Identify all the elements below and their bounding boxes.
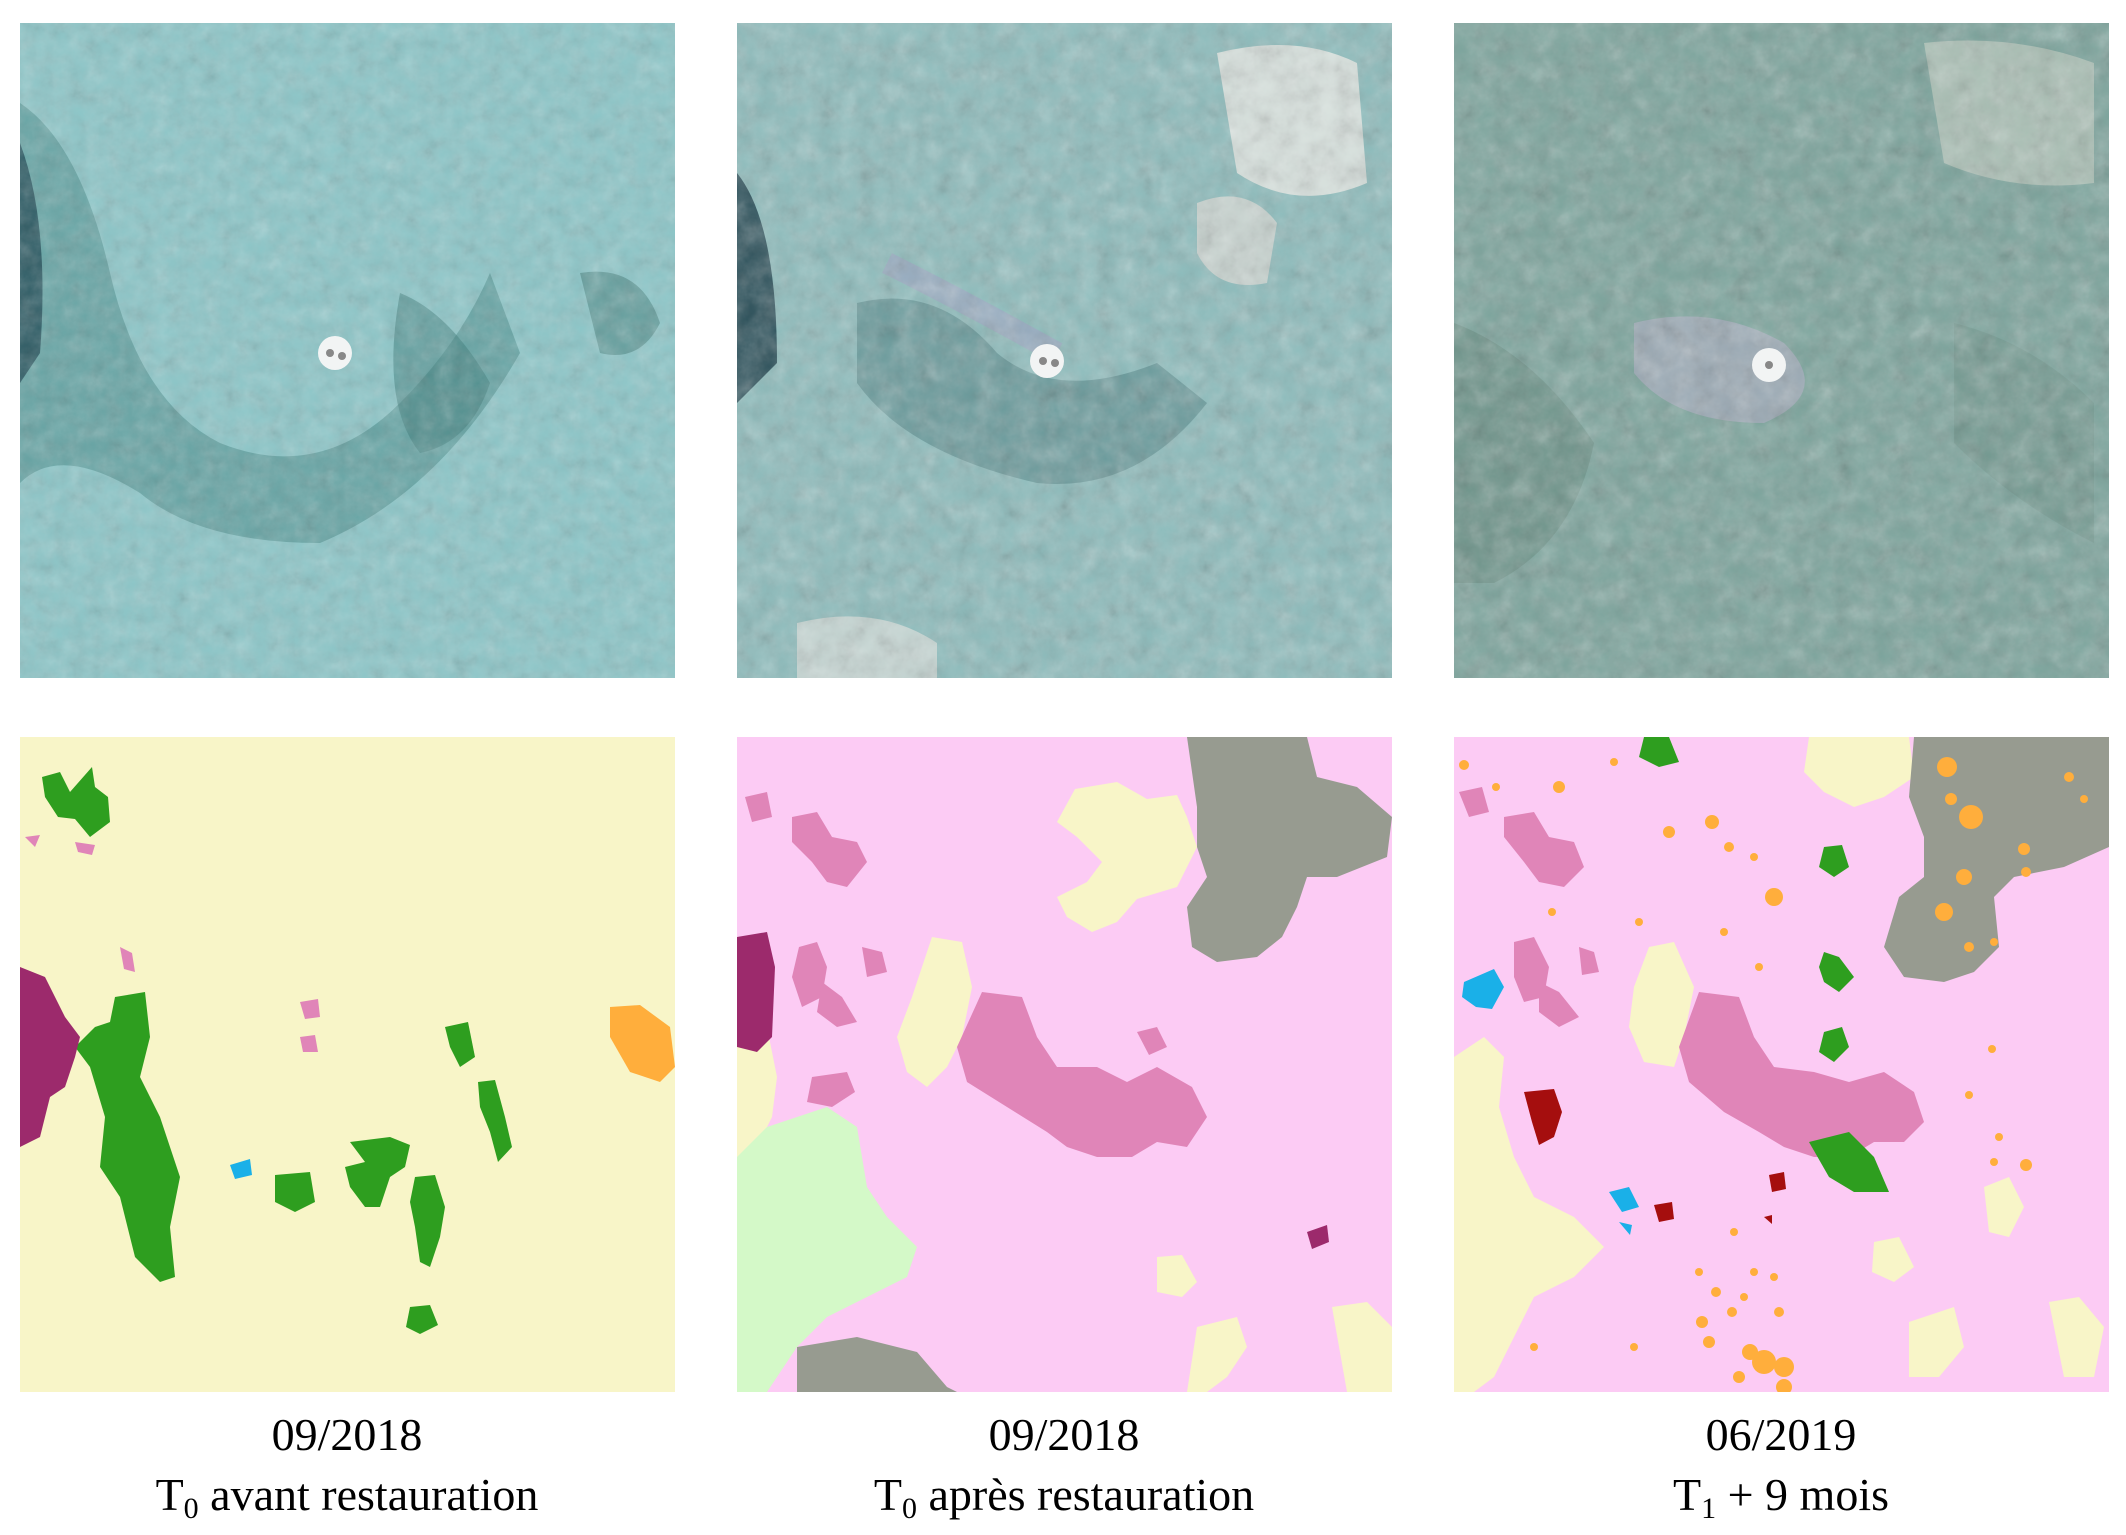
caption-col-1: 09/2018 T0 avant restauration <box>0 1405 697 1525</box>
photo-t0-before <box>20 23 675 678</box>
seafloor-photo <box>737 23 1392 678</box>
map-t0-before <box>20 737 675 1392</box>
segmentation-map <box>1454 737 2109 1392</box>
caption-date: 09/2018 <box>271 1409 423 1460</box>
photo-t1 <box>1454 23 2109 678</box>
caption-label: T0 avant restauration <box>155 1469 539 1525</box>
photo-t0-after <box>737 23 1392 678</box>
caption-label: T1 + 9 mois <box>1672 1469 1889 1525</box>
seafloor-photo <box>20 23 675 678</box>
map-t1 <box>1454 737 2109 1392</box>
caption-col-3: 06/2019 T1 + 9 mois <box>1431 1405 2126 1525</box>
caption-date: 06/2019 <box>1705 1409 1857 1460</box>
caption-col-2: 09/2018 T0 après restauration <box>714 1405 1414 1525</box>
segmentation-map <box>737 737 1392 1392</box>
seafloor-photo <box>1454 23 2109 678</box>
caption-label: T0 après restauration <box>873 1469 1255 1525</box>
map-t0-after <box>737 737 1392 1392</box>
caption-date: 09/2018 <box>988 1409 1140 1460</box>
segmentation-map <box>20 737 675 1392</box>
